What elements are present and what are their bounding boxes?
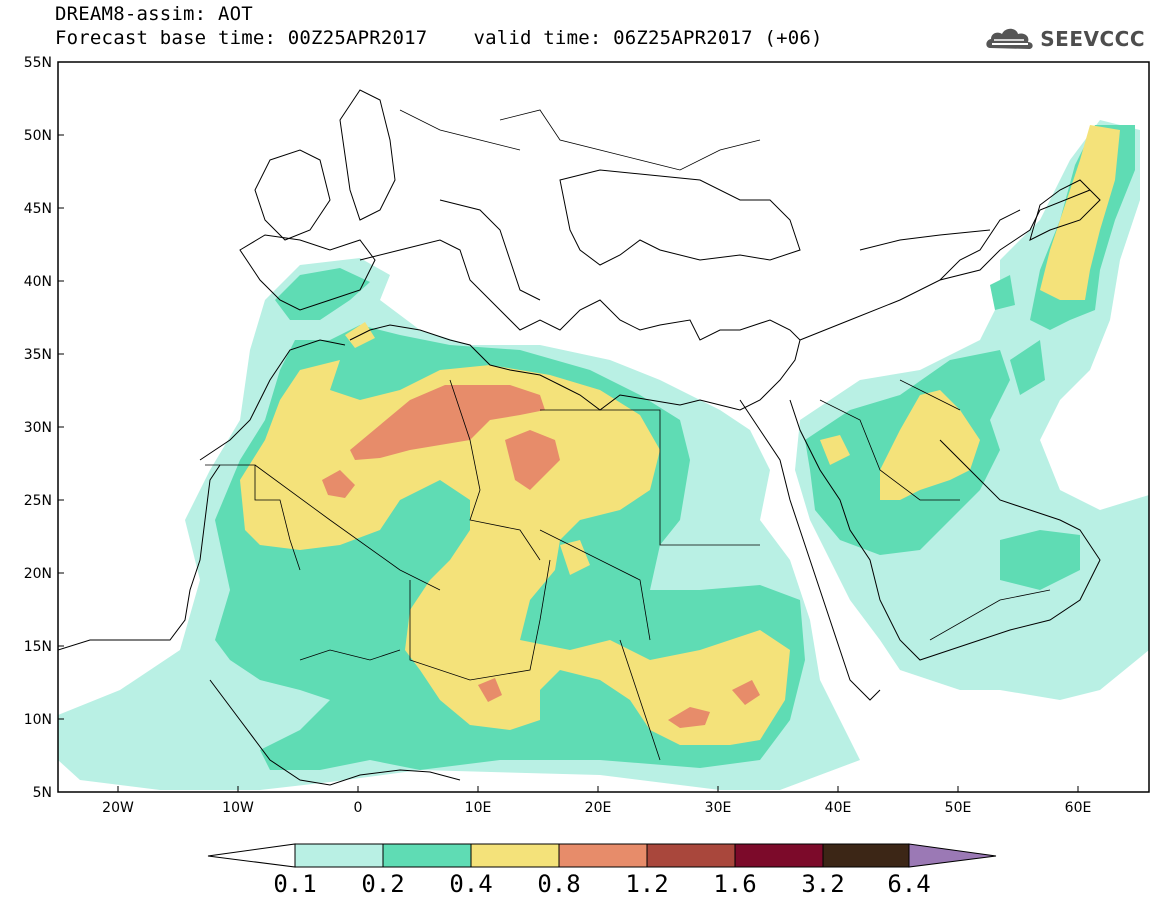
lon-label: 20E [585,800,612,816]
lat-label: 55N [24,55,52,71]
base-time-label: Forecast base time: 00Z25APR2017 [55,27,428,49]
lat-label: 50N [24,128,52,144]
colorbar-swatch [470,843,560,868]
aot-field [58,120,1149,790]
lat-label: 45N [24,201,52,217]
lon-label: 10W [222,800,254,816]
lat-labels: 55N 50N 45N 40N 35N 30N 25N 20N 15N 10N … [24,55,52,801]
map-subtitle: Forecast base time: 00Z25APR2017 valid ti… [55,27,823,49]
lon-label: 40E [825,800,852,816]
lat-label: 15N [24,639,52,655]
coastlines [58,89,1101,786]
colorbar-label: 1.2 [625,870,669,898]
lon-label: 30E [705,800,732,816]
axis-ticks [58,134,1079,792]
colorbar-swatch [294,843,384,868]
colorbar-swatch [822,843,910,868]
lat-label: 25N [24,493,52,509]
colorbar-label: 3.2 [801,870,845,898]
lon-label: 10E [465,800,492,816]
lon-label: 20W [102,800,134,816]
seevccc-logo: SEEVCCC [984,24,1145,54]
colorbar-high-arrow [908,843,997,868]
colorbar-swatch [382,843,472,868]
lon-label: 60E [1065,800,1092,816]
colorbar-label: 0.2 [361,870,405,898]
lat-label: 20N [24,566,52,582]
colorbar-low-arrow [207,843,296,868]
aot-level-0.8 [322,385,760,728]
colorbar-label: 6.4 [887,870,931,898]
lat-label: 40N [24,274,52,290]
colorbar-label: 1.6 [713,870,757,898]
lon-label: 50E [945,800,972,816]
valid-time-label: valid time: 06Z25APR2017 (+06) [473,27,823,49]
colorbar-label: 0.1 [273,870,317,898]
cloud-icon [986,28,1033,49]
colorbar-label: 0.4 [449,870,493,898]
lat-label: 10N [24,712,52,728]
colorbar-label: 0.8 [537,870,581,898]
colorbar [207,843,997,868]
colorbar-swatch [646,843,736,868]
logo-text: SEEVCCC [1040,27,1145,51]
lon-label: 0 [354,800,363,816]
map-title: DREAM8-assim: AOT [55,3,253,25]
colorbar-swatch [558,843,648,868]
borders [205,109,1051,761]
lat-label: 30N [24,420,52,436]
lat-label: 35N [24,347,52,363]
lat-label: 5N [33,785,52,801]
lon-labels: 20W 10W 0 10E 20E 30E 40E 50E 60E [102,800,1091,816]
colorbar-swatch [734,843,824,868]
